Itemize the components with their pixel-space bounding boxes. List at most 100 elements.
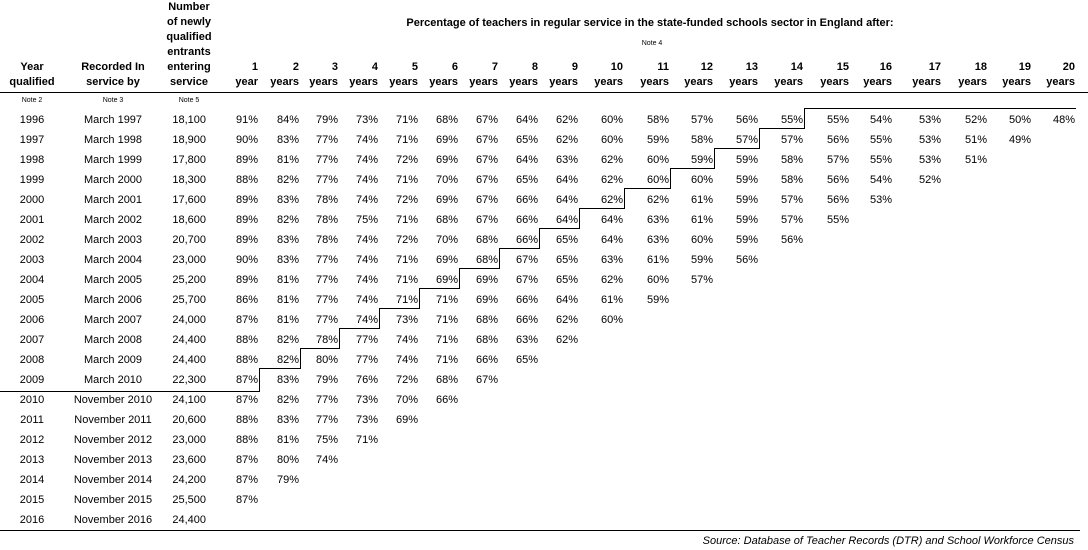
retention-value: 56%	[826, 174, 849, 186]
retention-value: 89%	[235, 214, 258, 226]
period-unit: years	[729, 76, 758, 88]
retention-value: 71%	[435, 294, 458, 306]
number-header: service	[170, 76, 208, 88]
retention-value: 51%	[964, 134, 987, 146]
retention-value: 61%	[690, 214, 713, 226]
period-unit: years	[349, 76, 378, 88]
retention-value: 87%	[235, 394, 258, 406]
retention-value: 67%	[515, 274, 538, 286]
staircase-horizontal	[579, 208, 624, 209]
year-header: qualified	[9, 76, 55, 88]
retention-value: 77%	[315, 274, 338, 286]
retention-value: 71%	[395, 214, 418, 226]
period-unit: years	[684, 76, 713, 88]
retention-value: 82%	[276, 174, 299, 186]
retention-value: 60%	[646, 174, 669, 186]
period-number: 15	[836, 61, 849, 73]
retention-value: 83%	[276, 134, 299, 146]
retention-value: 74%	[355, 254, 378, 266]
retention-value: 52%	[964, 114, 987, 126]
row-number: 24,000	[172, 314, 206, 326]
row-recorded: March 2003	[83, 234, 143, 246]
retention-value: 81%	[276, 434, 299, 446]
staircase-horizontal	[804, 108, 1076, 109]
retention-value: 88%	[235, 434, 258, 446]
method-change-rule	[0, 391, 260, 392]
row-number: 24,400	[172, 354, 206, 366]
retention-value: 73%	[395, 314, 418, 326]
retention-value: 74%	[395, 354, 418, 366]
retention-value: 79%	[276, 474, 299, 486]
staircase-vertical	[804, 108, 805, 129]
retention-value: 71%	[435, 314, 458, 326]
retention-value: 77%	[355, 354, 378, 366]
retention-value: 64%	[555, 294, 578, 306]
number-header: qualified	[166, 31, 212, 43]
retention-value: 48%	[1052, 114, 1075, 126]
retention-value: 60%	[600, 114, 623, 126]
retention-value: 73%	[355, 414, 378, 426]
period-number: 12	[700, 61, 713, 73]
retention-value: 74%	[355, 234, 378, 246]
staircase-horizontal	[419, 288, 459, 289]
retention-value: 72%	[395, 194, 418, 206]
row-year: 1999	[19, 174, 45, 186]
retention-value: 67%	[515, 254, 538, 266]
retention-value: 89%	[235, 274, 258, 286]
row-year: 2006	[19, 314, 45, 326]
retention-value: 80%	[315, 354, 338, 366]
retention-value: 66%	[515, 294, 538, 306]
row-year: 2016	[19, 514, 45, 526]
row-year: 1996	[19, 114, 45, 126]
period-unit: years	[389, 76, 418, 88]
row-year: 2012	[19, 434, 45, 446]
period-number: 3	[331, 61, 338, 73]
row-recorded: March 2007	[83, 314, 143, 326]
period-unit: years	[958, 76, 987, 88]
retention-value: 55%	[869, 134, 892, 146]
retention-value: 52%	[918, 174, 941, 186]
retention-value: 59%	[735, 214, 758, 226]
retention-value: 82%	[276, 214, 299, 226]
row-number: 18,900	[172, 134, 206, 146]
retention-value: 59%	[735, 194, 758, 206]
period-number: 14	[790, 61, 803, 73]
retention-value: 69%	[435, 134, 458, 146]
retention-value: 66%	[435, 394, 458, 406]
retention-value: 84%	[276, 114, 299, 126]
retention-value: 83%	[276, 374, 299, 386]
retention-value: 67%	[475, 194, 498, 206]
retention-value: 57%	[826, 154, 849, 166]
retention-value: 57%	[690, 114, 713, 126]
row-recorded: November 2015	[73, 494, 153, 506]
retention-value: 78%	[315, 194, 338, 206]
retention-value: 83%	[276, 234, 299, 246]
row-year: 2004	[19, 274, 45, 286]
row-number: 25,200	[172, 274, 206, 286]
retention-value: 59%	[646, 134, 669, 146]
retention-value: 67%	[475, 154, 498, 166]
retention-value: 83%	[276, 414, 299, 426]
retention-value: 69%	[395, 414, 418, 426]
retention-value: 91%	[235, 114, 258, 126]
retention-value: 68%	[475, 234, 498, 246]
row-recorded: March 2008	[83, 334, 143, 346]
row-recorded: March 2001	[83, 194, 143, 206]
retention-value: 65%	[555, 274, 578, 286]
period-number: 11	[657, 61, 669, 73]
retention-value: 86%	[235, 294, 258, 306]
retention-value: 55%	[826, 214, 849, 226]
staircase-horizontal	[670, 168, 714, 169]
retention-value: 77%	[315, 394, 338, 406]
row-number: 23,600	[172, 454, 206, 466]
period-number: 8	[531, 61, 538, 73]
retention-value: 64%	[555, 194, 578, 206]
retention-value: 65%	[515, 354, 538, 366]
recorded-header: service by	[86, 76, 140, 88]
period-unit: years	[774, 76, 803, 88]
row-recorded: March 2010	[83, 374, 143, 386]
staircase-vertical	[259, 368, 260, 392]
staircase-vertical	[759, 128, 760, 149]
retention-value: 62%	[555, 114, 578, 126]
retention-value: 78%	[315, 214, 338, 226]
